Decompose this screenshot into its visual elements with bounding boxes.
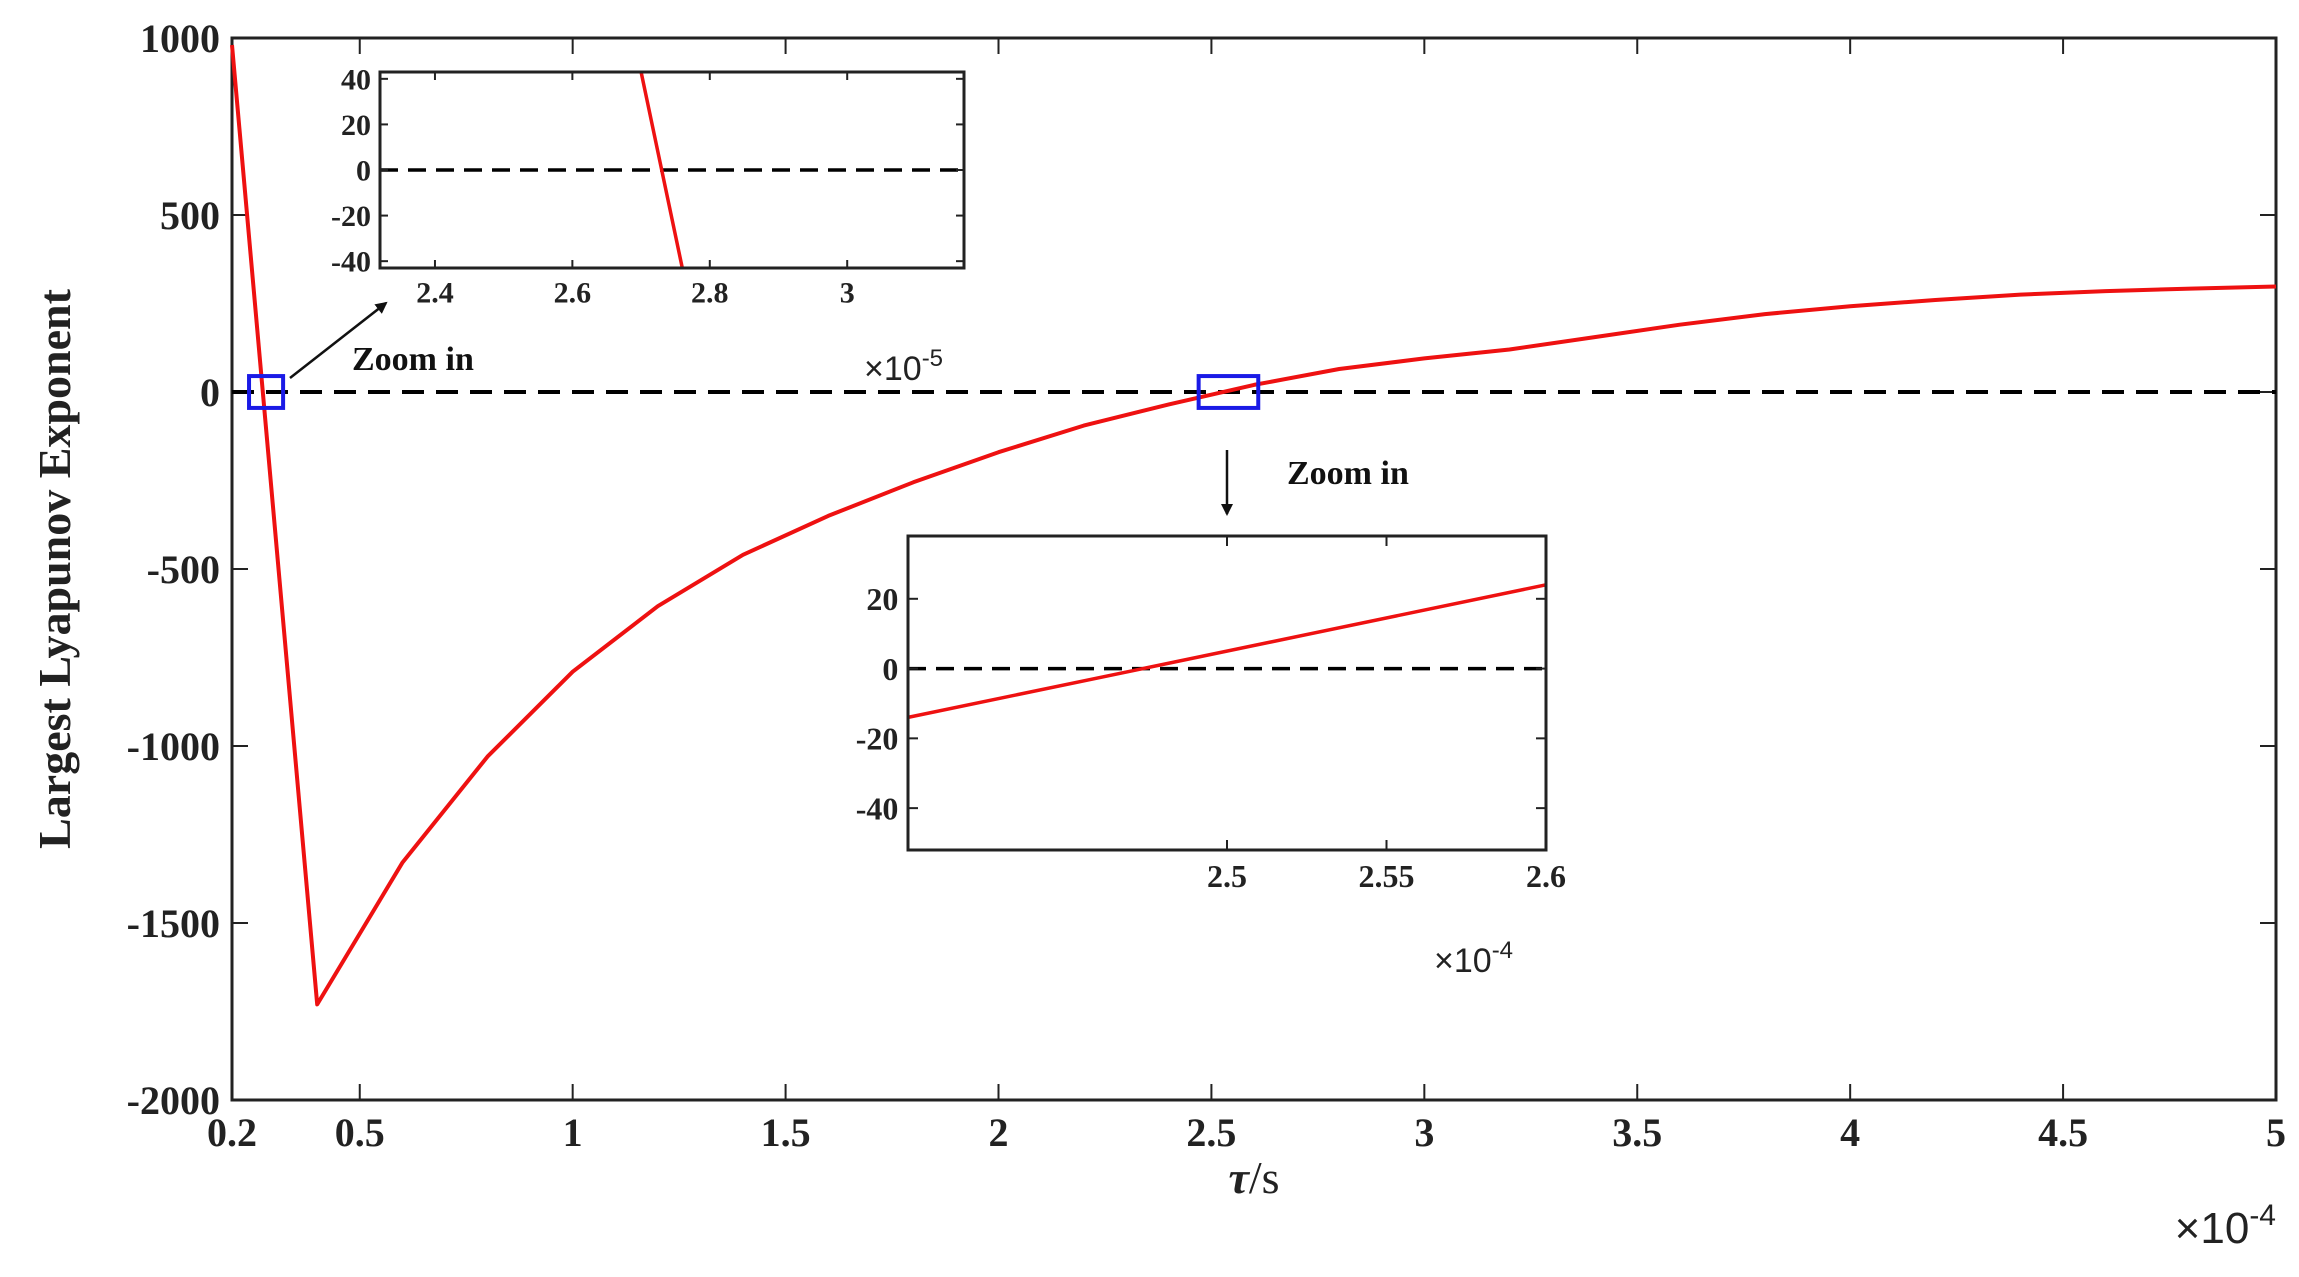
inset2-multiplier: ×10-4 bbox=[1434, 937, 1513, 980]
main-y-tick-label: -2000 bbox=[127, 1078, 220, 1123]
zoom-arrow-left bbox=[289, 301, 388, 379]
inset2-x-tick-label: 2.55 bbox=[1359, 858, 1415, 894]
inset1-y-tick-label: 0 bbox=[356, 155, 371, 188]
x-multiplier-base: ×10 bbox=[2175, 1204, 2250, 1253]
inset1-multiplier-exponent: -5 bbox=[922, 345, 943, 372]
main-x-tick-label: 0.2 bbox=[207, 1110, 257, 1155]
inset1-y-tick-label: -20 bbox=[331, 200, 371, 233]
main-x-tick-label: 4 bbox=[1840, 1110, 1860, 1155]
inset1-y-tick-label: -40 bbox=[331, 246, 371, 279]
inset1-y-tick-label: 20 bbox=[341, 109, 371, 142]
zoom-box-2 bbox=[1196, 374, 1261, 410]
x-axis-symbol: τ bbox=[1228, 1152, 1250, 1203]
inset1-multiplier: ×10-5 bbox=[864, 345, 943, 388]
inset2-y-tick-label: 0 bbox=[882, 651, 898, 687]
main-axes: 0.2 0.5 1 1.5 2 2.5 3 3.5 4 4.5 510005000-500-1000… bbox=[127, 16, 2286, 1155]
zoom-annotation-center: Zoom in bbox=[1287, 455, 1409, 492]
inset-top-left: 2.4 2.6 2.8 3 40 20 0 -20 -40 ×10-5 bbox=[331, 63, 966, 388]
main-series-line bbox=[230, 44, 2277, 1007]
inset1-y-tick-label: 40 bbox=[341, 63, 371, 96]
inset2-axes: 2.5 2.55 2.6 20 0 -20 -40 bbox=[856, 536, 1566, 894]
main-x-tick-label: 1.5 bbox=[761, 1110, 811, 1155]
inset2-background bbox=[908, 536, 1546, 850]
lyapunov-series bbox=[230, 44, 2277, 1007]
main-x-tick-label: 4.5 bbox=[2038, 1110, 2088, 1155]
main-x-tick-label: 5 bbox=[2266, 1110, 2286, 1155]
main-x-tick-label: 1 bbox=[563, 1110, 583, 1155]
inset2-multiplier-exponent: -4 bbox=[1492, 937, 1513, 964]
inset2-frame bbox=[906, 534, 1548, 852]
inset2-y-tick-label: -20 bbox=[856, 721, 899, 757]
zoom-box-1 bbox=[247, 374, 286, 410]
x-axis-label: τ/s bbox=[1228, 1152, 1279, 1203]
inset1-multiplier-base: ×10 bbox=[864, 350, 922, 388]
zoom-highlight-boxes bbox=[247, 374, 1261, 410]
inset2-x-tick-label: 2.5 bbox=[1207, 858, 1247, 894]
x-axis-multiplier: ×10-4 bbox=[2175, 1199, 2276, 1253]
main-x-tick-label: 0.5 bbox=[335, 1110, 385, 1155]
inset1-x-tick-label: 2.6 bbox=[554, 277, 592, 310]
inset1-axes: 2.4 2.6 2.8 3 40 20 0 -20 -40 bbox=[331, 63, 964, 310]
main-x-tick-label: 2.5 bbox=[1186, 1110, 1236, 1155]
inset2-series-line bbox=[907, 583, 1547, 720]
inset2-y-tick-label: -40 bbox=[856, 790, 899, 826]
main-y-tick-label: 1000 bbox=[140, 16, 220, 61]
inset1-series-line bbox=[639, 71, 685, 269]
main-y-tick-label: 0 bbox=[200, 370, 220, 415]
main-y-tick-label: 500 bbox=[160, 193, 220, 238]
x-axis-unit: /s bbox=[1249, 1152, 1280, 1203]
main-y-tick-label: -1000 bbox=[127, 724, 220, 769]
inset-center: 2.5 2.55 2.6 20 0 -20 -40 ×10-4 bbox=[856, 534, 1566, 980]
inset2-x-tick-label: 2.6 bbox=[1526, 858, 1566, 894]
main-x-tick-label: 2 bbox=[989, 1110, 1009, 1155]
inset1-x-tick-label: 2.4 bbox=[416, 277, 454, 310]
inset1-x-tick-label: 3 bbox=[840, 277, 855, 310]
inset1-frame bbox=[378, 70, 966, 270]
main-y-tick-label: -500 bbox=[147, 547, 220, 592]
inset2-multiplier-base: ×10 bbox=[1434, 942, 1492, 980]
x-multiplier-exponent: -4 bbox=[2249, 1199, 2276, 1232]
zoom-annotation-left: Zoom in bbox=[352, 341, 474, 378]
main-y-tick-label: -1500 bbox=[127, 901, 220, 946]
inset1-x-tick-label: 2.8 bbox=[691, 277, 729, 310]
main-x-tick-label: 3 bbox=[1414, 1110, 1434, 1155]
inset2-series-group bbox=[907, 583, 1547, 720]
inset1-series-group bbox=[639, 71, 685, 269]
inset2-y-tick-label: 20 bbox=[866, 581, 898, 617]
main-x-tick-label: 3.5 bbox=[1612, 1110, 1662, 1155]
y-axis-label: Largest Lyapunov Exponent bbox=[29, 288, 80, 848]
